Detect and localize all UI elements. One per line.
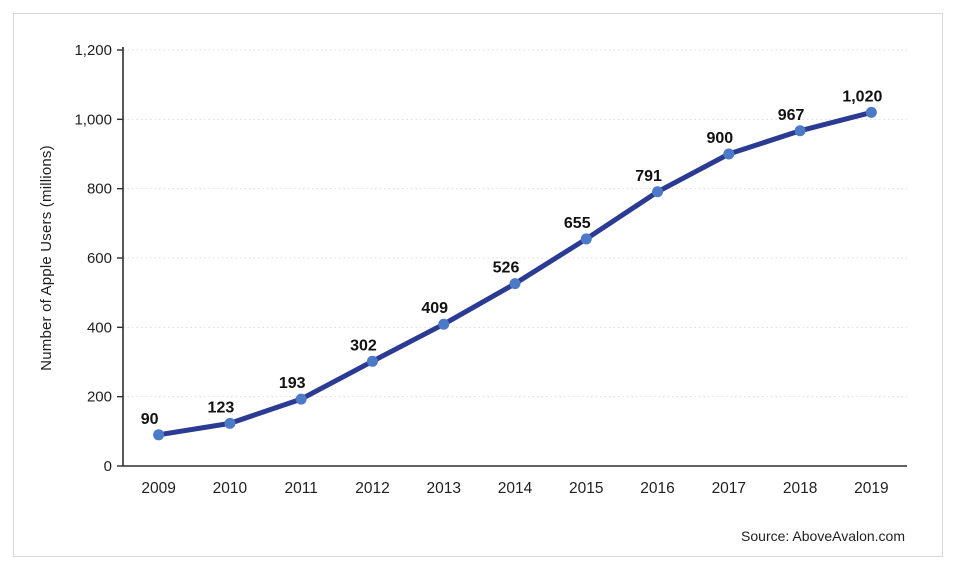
data-label: 655 <box>564 215 591 232</box>
data-point <box>509 278 521 290</box>
data-point <box>580 233 592 245</box>
data-label: 193 <box>279 375 306 392</box>
x-tick-label: 2015 <box>569 480 603 497</box>
data-label: 1,020 <box>842 88 882 105</box>
x-tick-label: 2009 <box>141 480 175 497</box>
y-tick-label: 1,200 <box>74 42 112 59</box>
data-point <box>224 417 236 429</box>
x-tick-label: 2011 <box>285 480 318 497</box>
x-tick-label: 2018 <box>783 480 817 497</box>
x-tick-label: 2017 <box>712 480 746 497</box>
data-point <box>153 429 165 441</box>
x-tick-label: 2014 <box>498 480 533 497</box>
data-point <box>865 106 877 118</box>
y-axis-title: Number of Apple Users (millions) <box>38 145 55 371</box>
x-tick-label: 2019 <box>854 480 888 497</box>
x-tick-label: 2010 <box>213 480 248 497</box>
data-label: 967 <box>778 107 805 124</box>
x-tick-label: 2012 <box>355 480 389 497</box>
x-tick-label: 2016 <box>640 480 674 497</box>
y-tick-label: 0 <box>104 458 112 475</box>
data-label: 302 <box>350 337 377 354</box>
data-point <box>366 355 378 367</box>
y-tick-label: 400 <box>87 319 112 336</box>
data-label: 526 <box>493 260 520 277</box>
x-tick-label: 2013 <box>426 480 460 497</box>
y-tick-label: 1,000 <box>74 111 112 128</box>
data-point <box>723 148 735 160</box>
data-point <box>652 186 664 198</box>
y-tick-label: 200 <box>87 389 112 406</box>
data-point <box>438 318 450 330</box>
data-label: 123 <box>208 399 235 416</box>
data-label: 900 <box>706 130 733 147</box>
y-tick-label: 600 <box>87 250 112 267</box>
data-point <box>295 393 307 405</box>
data-label: 90 <box>141 411 159 428</box>
data-point <box>794 125 806 137</box>
data-label: 409 <box>421 300 448 317</box>
y-tick-label: 800 <box>87 181 112 198</box>
data-label: 791 <box>635 168 662 185</box>
source-note: Source: AboveAvalon.com <box>741 528 905 544</box>
